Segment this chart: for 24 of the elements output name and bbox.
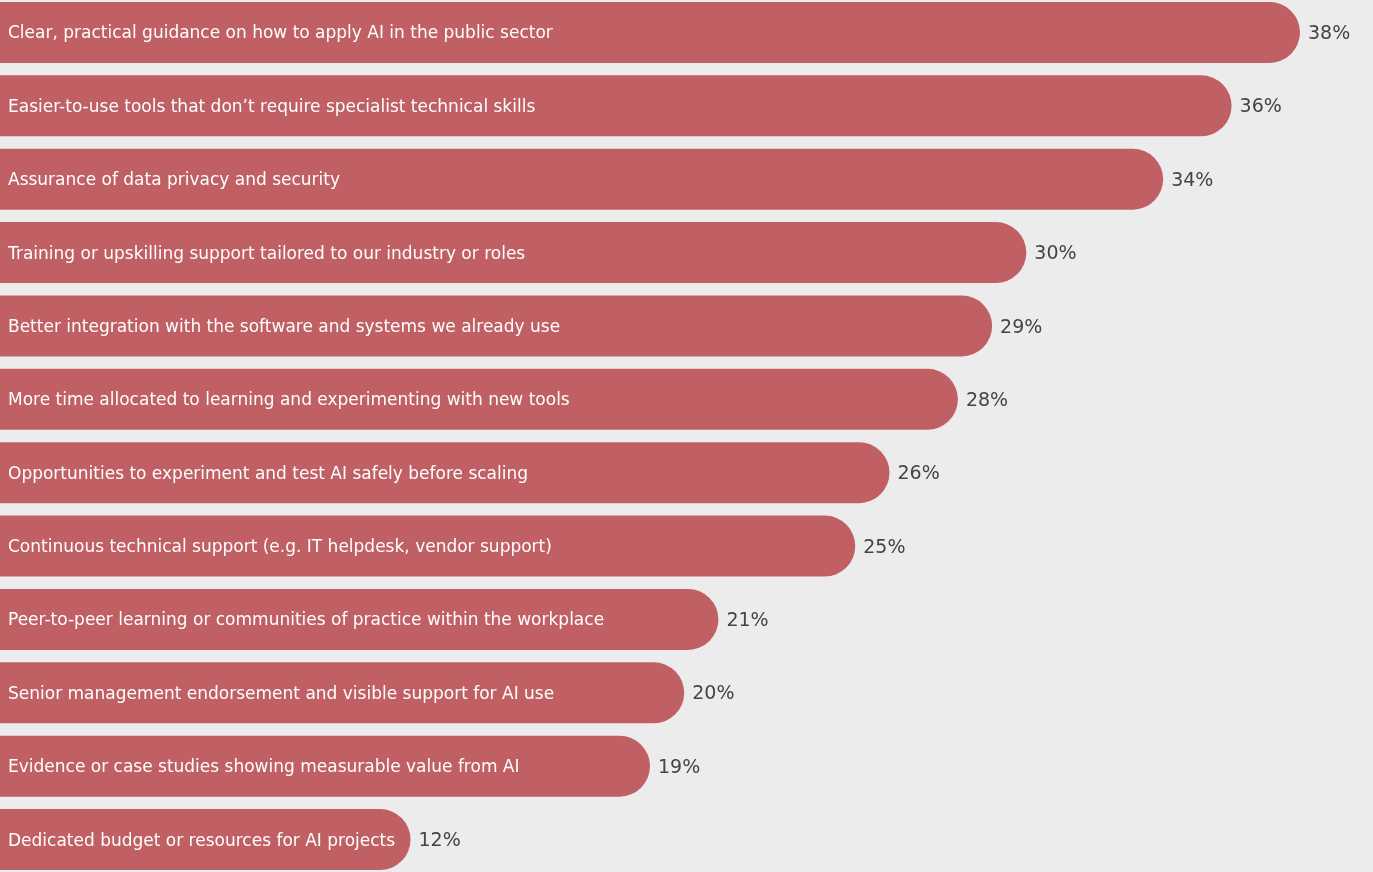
y-tick-label: Continuous technical support (e.g. IT helpdesk, vendor support) [8,536,552,557]
data-label: 20% [692,681,735,704]
y-tick-label: Dedicated budget or resources for AI projects [8,829,396,850]
data-label: 38% [1308,21,1351,44]
y-tick-label: More time allocated to learning and experimenting with new tools [8,389,570,410]
data-label: 12% [418,828,461,851]
y-tick-label: Easier-to-use tools that don’t require specialist technical skills [8,95,536,116]
data-label: 26% [897,461,940,484]
y-tick-label: Training or upskilling support tailored to our industry or roles [7,242,526,263]
y-tick-label: Clear, practical guidance on how to apply AI in the public sector [8,22,553,43]
data-label: 30% [1034,241,1077,264]
y-tick-label: Assurance of data privacy and security [8,169,341,190]
y-tick-label: Opportunities to experiment and test AI safely before scaling [8,462,529,483]
data-label: 29% [1000,314,1043,337]
y-tick-label: Senior management endorsement and visible support for AI use [8,682,555,703]
data-label: 19% [658,754,701,777]
data-label: 21% [726,608,769,631]
data-label: 28% [965,387,1009,410]
data-label: 34% [1171,167,1214,190]
y-tick-label: Evidence or case studies showing measurable value from AI [8,756,520,777]
data-label: 25% [863,534,906,557]
data-label: 36% [1239,94,1282,117]
y-tick-label: Peer-to-peer learning or communities of practice within the workplace [8,609,605,630]
y-tick-label: Better integration with the software and systems we already use [8,315,561,336]
